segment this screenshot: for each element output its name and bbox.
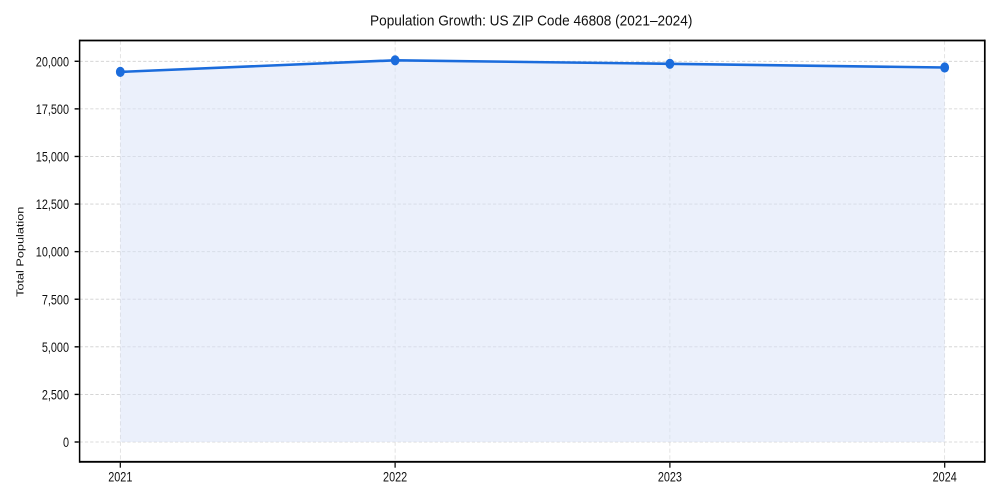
svg-text:Population Growth: US ZIP Code: Population Growth: US ZIP Code 46808 (20… xyxy=(370,12,692,28)
svg-text:0: 0 xyxy=(63,435,69,451)
svg-text:20,000: 20,000 xyxy=(36,54,69,70)
svg-text:2021: 2021 xyxy=(108,469,132,485)
svg-text:10,000: 10,000 xyxy=(36,244,69,260)
svg-text:Total Population: Total Population xyxy=(16,207,26,297)
svg-text:2022: 2022 xyxy=(383,469,407,485)
svg-text:2023: 2023 xyxy=(658,469,682,485)
svg-text:15,000: 15,000 xyxy=(36,149,69,165)
svg-text:12,500: 12,500 xyxy=(36,197,69,213)
svg-text:17,500: 17,500 xyxy=(36,102,69,118)
svg-text:7,500: 7,500 xyxy=(42,292,69,308)
svg-text:2024: 2024 xyxy=(933,469,957,485)
svg-text:5,000: 5,000 xyxy=(42,340,69,356)
svg-text:2,500: 2,500 xyxy=(42,387,69,403)
